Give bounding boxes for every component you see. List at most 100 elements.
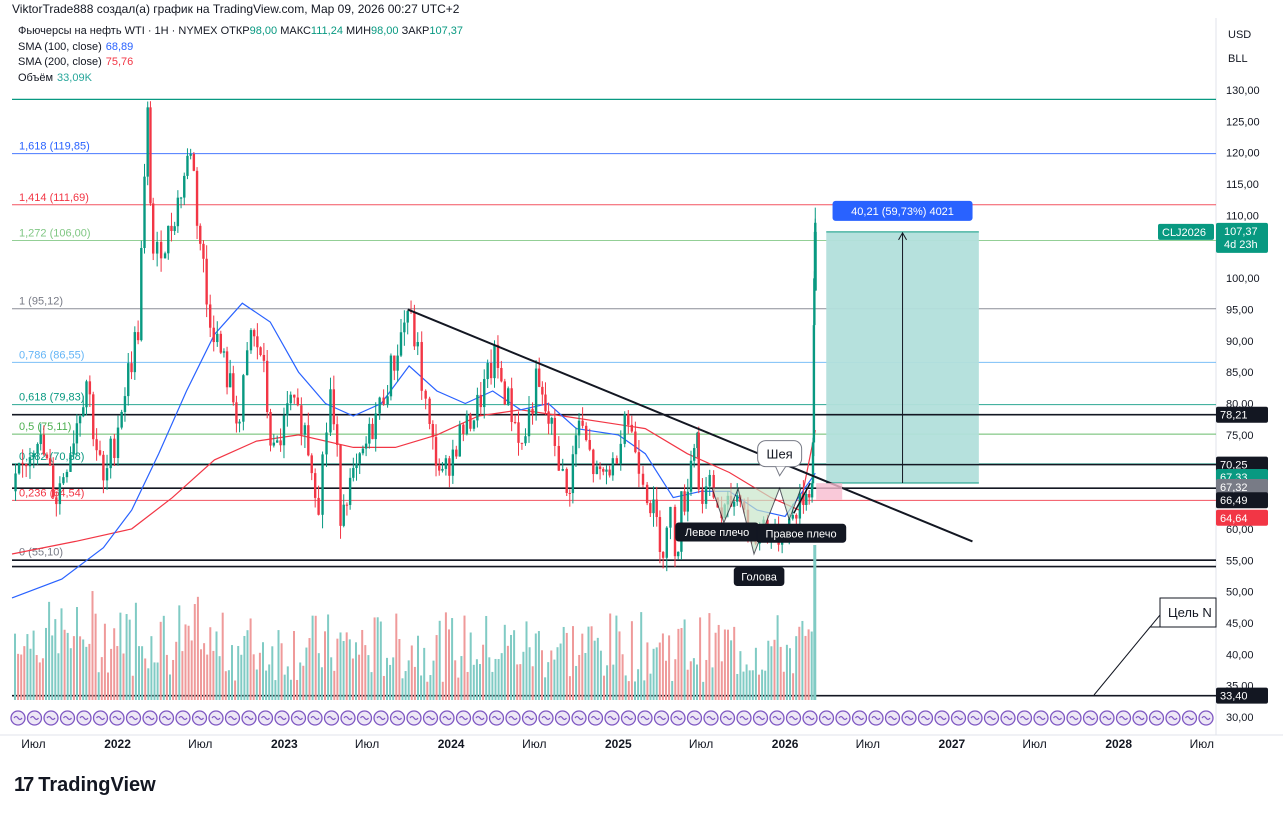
volume-bar	[745, 664, 748, 700]
volume-bar	[277, 630, 280, 700]
event-marker-glyph	[772, 715, 782, 721]
y-tick-label: 100,00	[1226, 273, 1260, 285]
volume-legend[interactable]: Объём 33,09K	[18, 71, 92, 84]
volume-bar	[110, 648, 113, 700]
candle-body	[665, 527, 668, 558]
candle-body	[14, 473, 17, 492]
volume-bar	[159, 621, 162, 700]
candle-body	[95, 439, 98, 451]
volume-bar	[733, 626, 736, 700]
candle-body	[568, 492, 571, 494]
event-marker-glyph	[442, 715, 452, 721]
head-label-bg	[733, 567, 785, 587]
candle-body	[637, 452, 641, 474]
volume-bar	[410, 645, 413, 700]
candle-body	[358, 453, 361, 464]
volume-bar	[798, 626, 801, 700]
tradingview-logo[interactable]: 17 TradingView	[14, 774, 156, 797]
sma100-legend[interactable]: SMA (100, close) 68,89	[18, 40, 134, 53]
volume-bar	[494, 658, 497, 700]
event-marker-glyph	[756, 715, 765, 721]
candle-body	[329, 389, 332, 433]
volume-bar	[240, 654, 243, 700]
event-marker-glyph	[954, 715, 963, 721]
candle-body	[130, 363, 133, 373]
volume-bar	[612, 664, 615, 700]
event-marker-glyph	[129, 715, 138, 721]
event-marker-glyph	[871, 715, 881, 721]
event-marker-glyph	[640, 715, 650, 721]
candle-body	[541, 386, 544, 395]
axis-price-tag: 64,64	[1220, 513, 1248, 525]
volume-bar	[516, 664, 519, 700]
candle-body	[393, 355, 396, 371]
candle-body	[561, 469, 564, 471]
volume-bar	[85, 646, 88, 700]
price-chart[interactable]: 1,618 (119,85) 1,414 (111,69) 1,272 (106,0…	[0, 18, 1283, 764]
volume-bar	[209, 627, 212, 700]
chart-area[interactable]: 1,618 (119,85) 1,414 (111,69) 1,272 (106,0…	[0, 18, 1283, 764]
event-marker-glyph	[1168, 715, 1178, 721]
candle-body	[531, 408, 534, 415]
volume-bar	[376, 617, 379, 700]
volume-bar	[807, 629, 810, 700]
volume-bar	[640, 612, 643, 700]
axis-price-tag: 67,32	[1220, 482, 1248, 494]
volume-bar	[534, 633, 537, 700]
volume-bar	[128, 619, 131, 700]
axis-price-tag: 33,40	[1220, 691, 1248, 703]
volume-bar	[138, 646, 140, 700]
volume-bar	[544, 677, 547, 700]
volume-bar	[317, 653, 320, 700]
volume-bar	[649, 673, 652, 700]
volume-bar	[804, 635, 807, 700]
fib-level-label: 1 (95,12)	[19, 296, 63, 308]
fib-level-label: 1,272 (106,00)	[19, 227, 91, 239]
symbol-title[interactable]: Фьючерсы на нефть WTI · 1H · NYMEX	[18, 25, 218, 37]
volume-bar	[531, 666, 534, 700]
candle-body	[692, 448, 696, 461]
event-marker-glyph	[987, 715, 996, 721]
candle-body	[382, 397, 385, 405]
candle-body	[374, 413, 377, 440]
candle-body	[386, 396, 389, 405]
candle-body	[212, 327, 215, 343]
volume-bar	[491, 671, 494, 700]
volume-bar	[426, 681, 429, 700]
event-marker-glyph	[690, 715, 699, 721]
candle-body	[602, 468, 605, 472]
candle-body	[712, 474, 715, 498]
event-marker-glyph	[1152, 715, 1161, 721]
volume-bar	[568, 676, 571, 700]
volume-bar	[14, 633, 16, 700]
candle-body	[75, 423, 79, 444]
axis-price-tag-bg	[1216, 509, 1268, 526]
candle-body	[581, 420, 584, 426]
candle-body	[634, 431, 637, 453]
candle-body	[116, 427, 120, 458]
candle-body	[534, 368, 538, 415]
candle-body	[348, 477, 352, 505]
candle-body	[289, 394, 292, 404]
volume-bar	[764, 670, 767, 700]
volume-bar	[448, 629, 450, 700]
volume-bar	[720, 661, 723, 700]
volume-bar	[677, 628, 680, 700]
sma200-legend[interactable]: SMA (200, close) 75,76	[18, 56, 134, 68]
candle-body	[503, 381, 506, 405]
volume-bar	[379, 621, 382, 700]
y-tick-label: 115,00	[1226, 179, 1259, 191]
candle-body	[424, 390, 427, 399]
x-tick-label: 2024	[438, 737, 465, 751]
candle-body	[170, 225, 173, 232]
candle-body	[325, 432, 328, 455]
volume-bar	[671, 680, 674, 700]
volume-bar	[271, 646, 274, 700]
volume-bar	[327, 614, 330, 700]
event-marker-glyph	[244, 715, 254, 721]
candle-body	[310, 455, 313, 474]
volume-bar	[63, 629, 66, 700]
volume-bar	[69, 648, 72, 700]
volume-bar	[122, 653, 125, 700]
volume-bar	[593, 640, 596, 700]
